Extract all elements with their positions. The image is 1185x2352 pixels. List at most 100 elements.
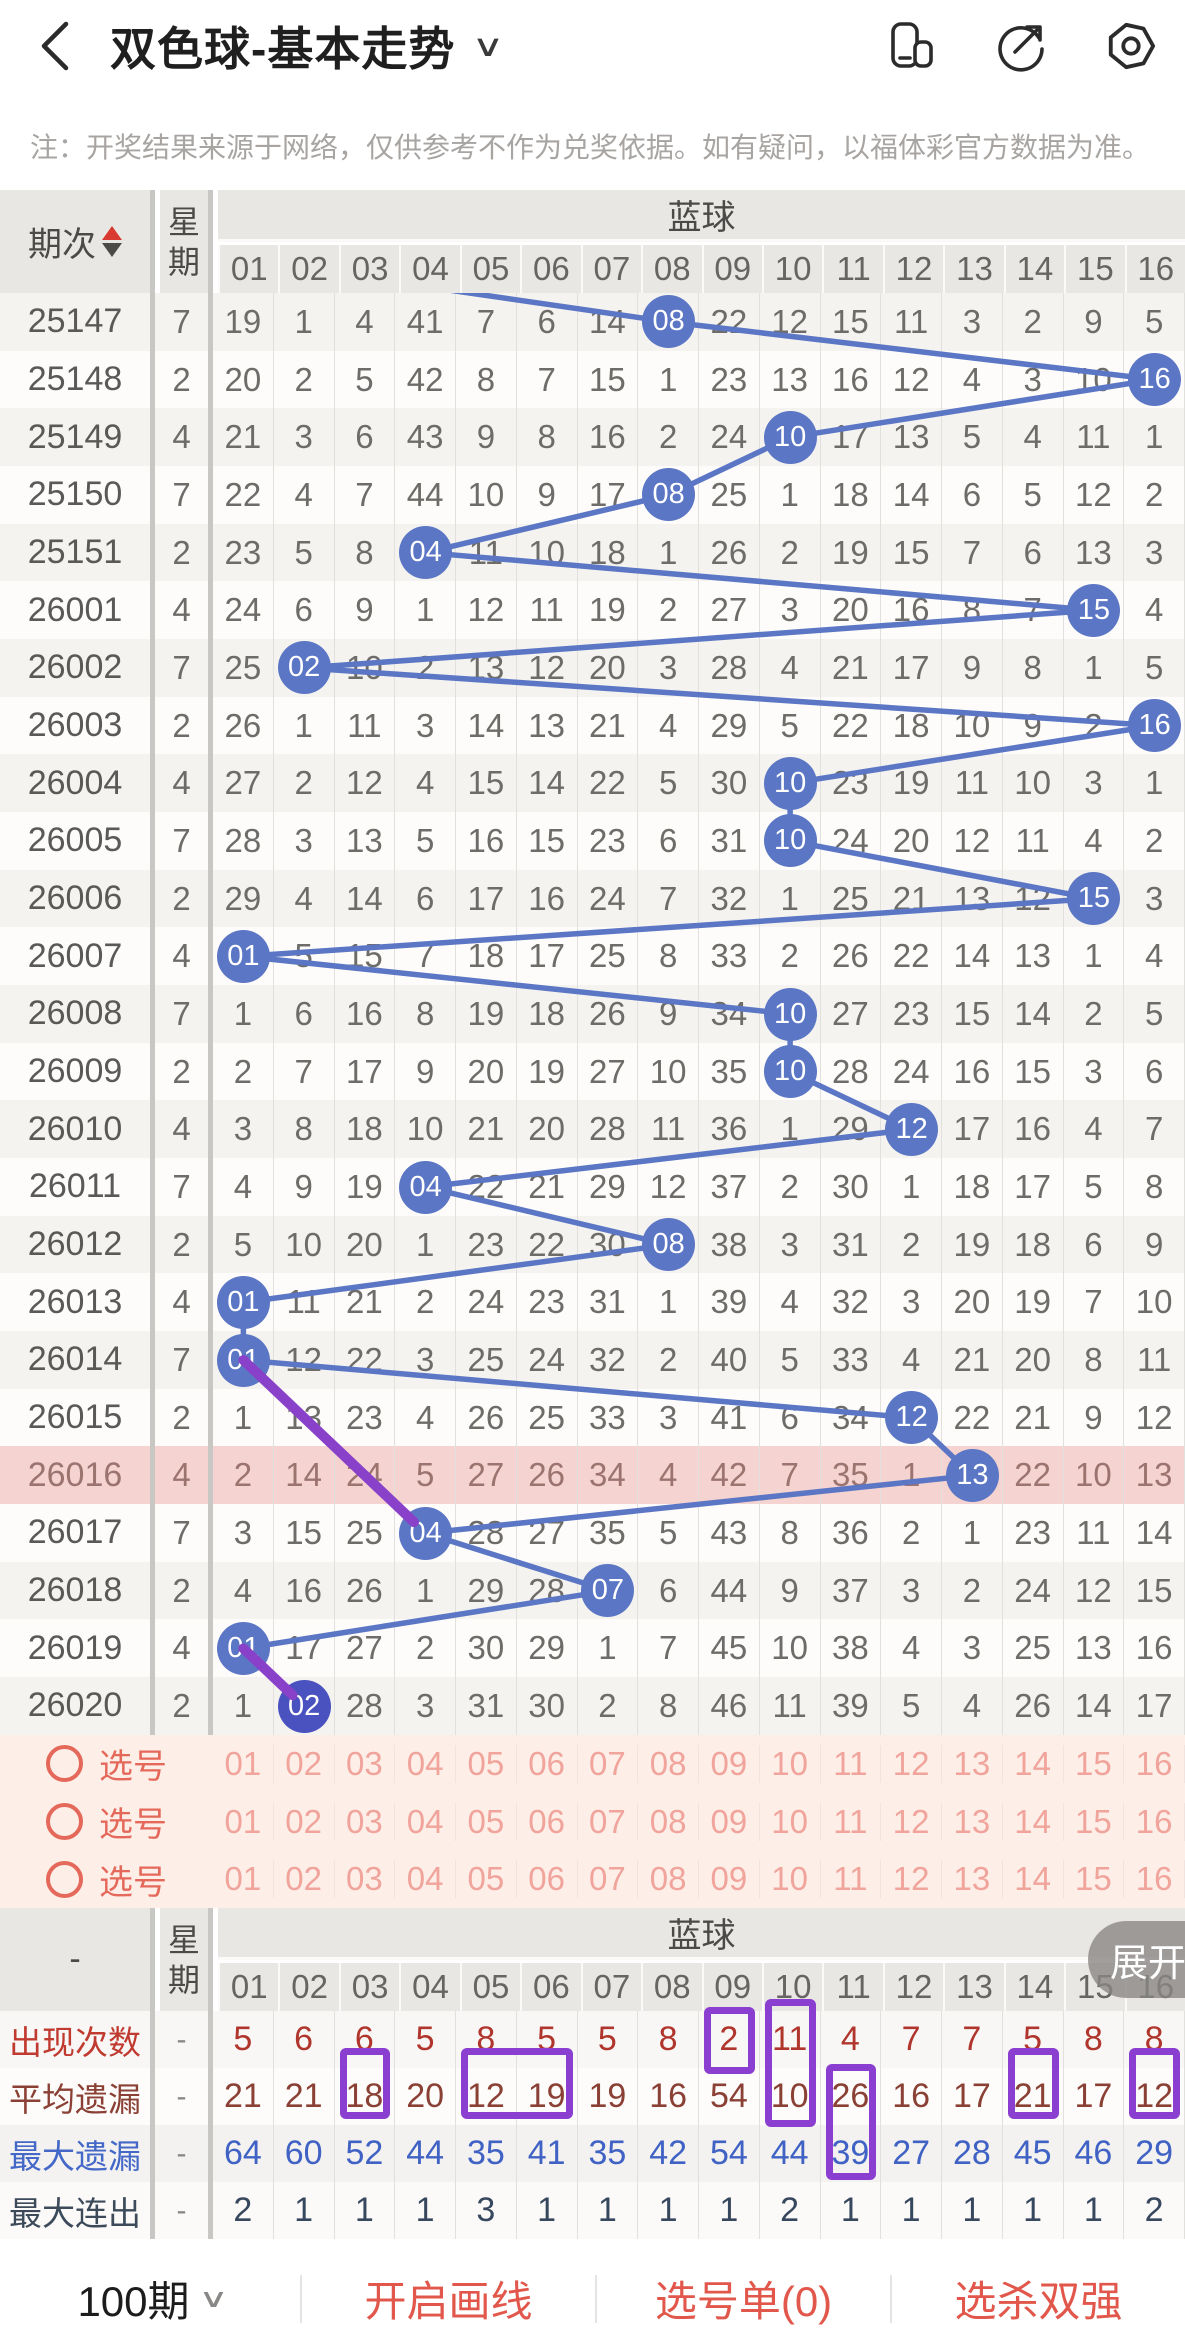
miss-cell: 25 (517, 1388, 578, 1447)
miss-cell: 1 (395, 1215, 456, 1274)
miss-cell: 13 (1064, 523, 1125, 582)
summary-value-cell: 16 (881, 2068, 942, 2126)
miss-cell: 20 (942, 1273, 1003, 1332)
pick-number[interactable]: 05 (456, 1802, 517, 1841)
miss-cell: 25 (1003, 1619, 1064, 1678)
pick-number[interactable]: 10 (760, 1860, 821, 1899)
miss-cell: 37 (699, 1158, 760, 1216)
pick-number[interactable]: 13 (942, 1744, 1003, 1783)
pick-label: 选号 (99, 1748, 167, 1787)
summary-value-cell: 35 (456, 2125, 517, 2183)
floating-window-icon[interactable] (885, 20, 937, 72)
miss-cell: 34 (578, 1446, 639, 1505)
pick-number[interactable]: 08 (638, 1802, 699, 1841)
pick-number[interactable]: 04 (395, 1860, 456, 1899)
miss-cell: 6 (274, 985, 335, 1043)
pick-number[interactable]: 14 (1003, 1860, 1064, 1899)
pick-number[interactable]: 08 (638, 1744, 699, 1783)
miss-cell: 3 (942, 293, 1003, 351)
pick-number[interactable]: 12 (881, 1860, 942, 1899)
miss-cell (760, 408, 821, 467)
miss-cell: 33 (699, 927, 760, 986)
pick-number[interactable]: 15 (1064, 1802, 1125, 1841)
ball-column-header: 13 (943, 1963, 1004, 2012)
period-count-selector[interactable]: 100期 ∨ (77, 2278, 229, 2325)
pick-number[interactable]: 07 (578, 1860, 639, 1899)
pick-number[interactable]: 01 (213, 1860, 274, 1899)
pick-number[interactable]: 10 (760, 1802, 821, 1841)
pick-number[interactable]: 06 (517, 1802, 578, 1841)
table-row: 26003 2 26 1 11 3 14 13 21 4 29 5 22 18 10 9 2 (0, 696, 1185, 755)
miss-cell: 23 (456, 1215, 517, 1274)
miss-cell: 10 (517, 523, 578, 582)
ball-column-header: 12 (882, 1963, 944, 2012)
pick-number[interactable]: 03 (335, 1860, 396, 1899)
pick-number[interactable]: 02 (274, 1744, 335, 1783)
pick-number[interactable]: 16 (1124, 1860, 1185, 1899)
pick-number[interactable]: 16 (1124, 1744, 1185, 1783)
pick-number[interactable]: 11 (821, 1744, 882, 1783)
pick-number[interactable]: 08 (638, 1860, 699, 1899)
pick-number[interactable]: 10 (760, 1744, 821, 1783)
pick-number[interactable]: 02 (274, 1860, 335, 1899)
pick-radio[interactable] (46, 1860, 83, 1898)
pick-number[interactable]: 16 (1124, 1802, 1185, 1841)
pick-number[interactable]: 14 (1003, 1802, 1064, 1841)
pick-number[interactable]: 01 (213, 1744, 274, 1783)
title-dropdown-icon[interactable]: ∨ (471, 29, 505, 63)
miss-cell: 2 (274, 754, 335, 813)
back-button[interactable] (0, 0, 110, 92)
pick-number[interactable]: 03 (335, 1802, 396, 1841)
pick-number[interactable]: 12 (881, 1802, 942, 1841)
pick-number[interactable]: 14 (1003, 1744, 1064, 1783)
pick-number[interactable]: 15 (1064, 1744, 1125, 1783)
pick-number[interactable]: 03 (335, 1744, 396, 1783)
pick-number[interactable]: 09 (699, 1802, 760, 1841)
pick-list-button[interactable]: 选号单(0) (654, 2278, 833, 2325)
pick-number[interactable]: 02 (274, 1802, 335, 1841)
pick-number[interactable]: 06 (517, 1744, 578, 1783)
pick-number[interactable]: 05 (456, 1860, 517, 1899)
miss-cell: 6 (1064, 1215, 1125, 1274)
ball-column-header: 05 (459, 245, 521, 293)
pick-number[interactable]: 01 (213, 1802, 274, 1841)
pick-radio[interactable] (46, 1745, 83, 1783)
miss-cell: 19 (517, 1042, 578, 1101)
miss-cell: 4 (942, 1677, 1003, 1735)
pick-number[interactable]: 13 (942, 1860, 1003, 1899)
pick-number[interactable]: 12 (881, 1744, 942, 1783)
pick-number[interactable]: 05 (456, 1744, 517, 1783)
week-cell: 2 (155, 1677, 213, 1735)
miss-cell: 33 (821, 1331, 882, 1389)
pick-number[interactable]: 11 (821, 1860, 882, 1899)
summary-value-cell: 21 (213, 2068, 274, 2126)
pick-radio[interactable] (46, 1803, 83, 1840)
period-cell: 26009 (0, 1042, 155, 1101)
miss-cell: 28 (335, 1677, 396, 1735)
pick-number[interactable]: 07 (578, 1802, 639, 1841)
pick-number[interactable]: 09 (699, 1744, 760, 1783)
miss-cell: 7 (1124, 1100, 1185, 1159)
miss-cell: 21 (1003, 1388, 1064, 1447)
share-icon[interactable] (995, 20, 1047, 72)
summary-value-cell: 26 (821, 2068, 882, 2126)
pick-number[interactable]: 15 (1064, 1860, 1125, 1899)
week-cell: 7 (155, 1504, 213, 1562)
pick-number[interactable]: 13 (942, 1802, 1003, 1841)
pick-number[interactable]: 09 (699, 1860, 760, 1899)
pick-number[interactable]: 04 (395, 1744, 456, 1783)
miss-cell: 15 (1124, 1561, 1185, 1620)
pick-number[interactable]: 04 (395, 1802, 456, 1841)
record-icon[interactable] (1105, 20, 1157, 72)
pick-number[interactable]: 07 (578, 1744, 639, 1783)
ball-column-header: 06 (520, 245, 581, 293)
enable-drawline-button[interactable]: 开启画线 (364, 2278, 533, 2325)
pick-number[interactable]: 06 (517, 1860, 578, 1899)
week-cell: 2 (155, 696, 213, 755)
miss-cell: 31 (699, 812, 760, 870)
pick-number[interactable]: 11 (821, 1802, 882, 1841)
ball-column-header: 10 (761, 245, 823, 293)
expand-button[interactable]: 展开 (1088, 1921, 1185, 1998)
period-column-header[interactable]: 期次 (0, 190, 155, 293)
kill-double-button[interactable]: 选杀双强 (954, 2278, 1123, 2325)
